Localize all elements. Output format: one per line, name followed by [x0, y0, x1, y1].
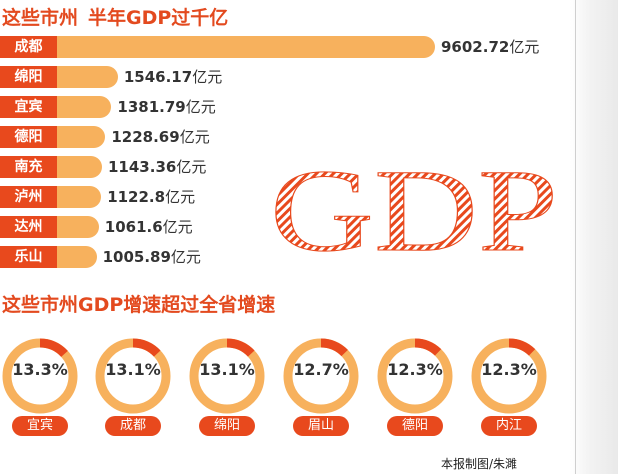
donut-category-label: 绵阳 [199, 416, 255, 436]
bar-value-unit: 亿元 [162, 218, 193, 236]
growth-donut: 13.3% 宜宾 [0, 336, 80, 436]
chart-title-gdp: 这些市州 半年GDP过千亿 [2, 3, 228, 30]
bar-value-number: 1005.89 [102, 248, 171, 266]
donut-segment [95, 338, 171, 414]
bar [57, 66, 118, 88]
donut-category-label: 德阳 [387, 416, 443, 436]
bar [57, 96, 112, 118]
donut-ring [283, 338, 359, 414]
gdp-decorative-text: GDP [270, 150, 559, 260]
bar-value-label: 1546.17亿元 [124, 66, 222, 88]
donut-segment [283, 338, 359, 414]
bar-value-number: 1381.79 [117, 98, 186, 116]
bar [57, 156, 102, 178]
bar-value-label: 1381.79亿元 [117, 96, 215, 118]
bar-value-number: 1143.36 [108, 158, 177, 176]
page-edge [570, 0, 618, 474]
bar-category-label: 绵阳 [0, 66, 57, 88]
growth-donut: 12.3% 内江 [469, 336, 549, 436]
bar-value-label: 1005.89亿元 [103, 246, 201, 268]
bar-value-number: 1546.17 [123, 68, 193, 86]
bar-category-label: 南充 [0, 156, 57, 178]
bar-category-label: 达州 [0, 216, 57, 238]
donut-ring [377, 338, 453, 414]
bar-value-number: 1122.8 [107, 188, 166, 206]
donut-category-label: 眉山 [293, 416, 349, 436]
bar-value-unit: 亿元 [179, 128, 210, 146]
bar-value-number: 1228.69 [111, 128, 180, 146]
bar-value-number: 9602.72 [441, 38, 510, 56]
gdp-art-text: GDP [270, 150, 558, 260]
bar-category-label: 德阳 [0, 126, 57, 148]
bar-value-unit: 亿元 [509, 38, 540, 56]
bar-value-unit: 亿元 [192, 68, 223, 86]
donut-ring [2, 338, 78, 414]
bar [57, 126, 106, 148]
bar-category-label: 泸州 [0, 186, 57, 208]
title-right: 半年GDP过千亿 [88, 7, 229, 29]
bar [57, 186, 102, 208]
chart-title-growth: 这些市州GDP增速超过全省增速 [2, 294, 276, 316]
credit-text: 本报制图/朱濉 [441, 457, 518, 471]
donut-value-label: 13.3% [12, 360, 68, 379]
donut-ring [189, 338, 265, 414]
donut-category-label: 成都 [105, 416, 161, 436]
bar-value-label: 1122.8亿元 [107, 186, 195, 208]
bar-value-label: 1228.69亿元 [111, 126, 209, 148]
bar-value-unit: 亿元 [185, 98, 216, 116]
donut-segment [377, 338, 453, 414]
donut-value-label: 12.3% [387, 360, 443, 379]
growth-donut: 13.1% 绵阳 [187, 336, 267, 436]
page-edge-line [575, 0, 576, 474]
bar-value-label: 1061.6亿元 [105, 216, 193, 238]
donut-segment [471, 338, 547, 414]
bar [57, 36, 435, 58]
growth-donut: 12.7% 眉山 [281, 336, 361, 436]
donut-value-label: 12.7% [293, 360, 349, 379]
donut-ring [95, 338, 171, 414]
bar-category-label: 宜宾 [0, 96, 57, 118]
bar-value-unit: 亿元 [176, 158, 207, 176]
bar-value-unit: 亿元 [170, 248, 201, 266]
donut-segment [189, 338, 265, 414]
bar-category-label: 成都 [0, 36, 57, 58]
donut-value-label: 12.3% [481, 360, 537, 379]
bar-value-label: 1143.36亿元 [108, 156, 206, 178]
title-left: 这些市州 [2, 7, 79, 29]
donut-category-label: 内江 [481, 416, 537, 436]
bar-category-label: 乐山 [0, 246, 57, 268]
donut-category-label: 宜宾 [12, 416, 68, 436]
bar-value-unit: 亿元 [165, 188, 196, 206]
donut-value-label: 13.1% [105, 360, 161, 379]
donut-ring [471, 338, 547, 414]
donut-segment [2, 338, 78, 414]
growth-donut: 12.3% 德阳 [375, 336, 455, 436]
bar-value-label: 9602.72亿元 [441, 36, 539, 58]
growth-donut: 13.1% 成都 [93, 336, 173, 436]
bar [57, 216, 99, 238]
bar-value-number: 1061.6 [104, 218, 163, 236]
bar [57, 246, 97, 268]
donut-value-label: 13.1% [199, 360, 255, 379]
